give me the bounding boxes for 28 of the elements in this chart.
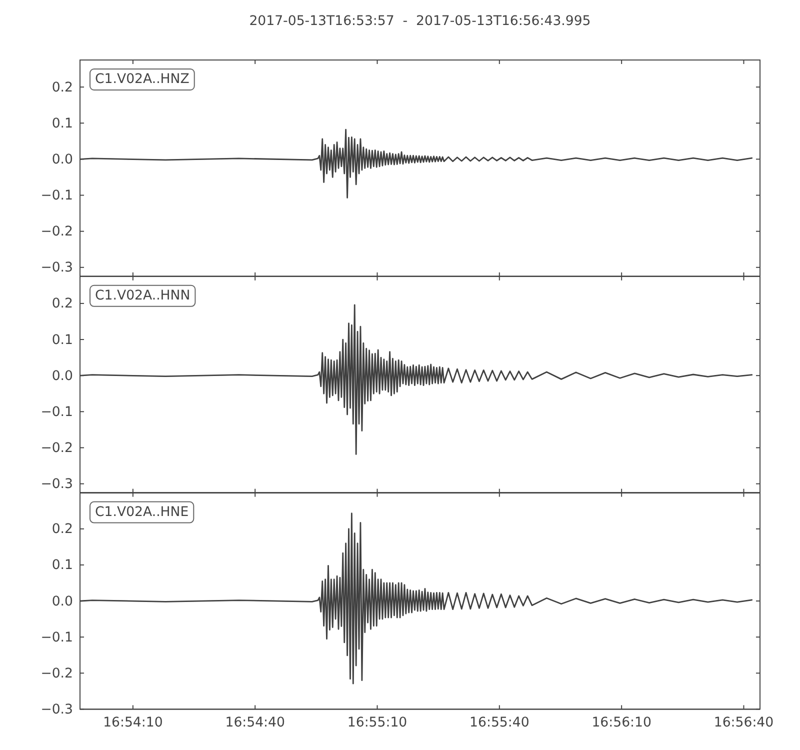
annotation: C1.V02A..HNE xyxy=(95,504,189,520)
y-tick-label: 0.1 xyxy=(52,558,73,574)
y-tick-label: −0.2 xyxy=(40,224,73,240)
y-tick-label: −0.2 xyxy=(40,440,73,456)
y-tick-label: 0.2 xyxy=(52,296,73,312)
y-tick-label: −0.2 xyxy=(40,666,73,682)
y-tick-label: 0.0 xyxy=(52,594,73,610)
x-tick-label: 16:56:10 xyxy=(592,716,652,731)
x-tick-label: 16:55:10 xyxy=(347,716,408,731)
x-tick-label: 16:54:40 xyxy=(225,716,285,731)
y-tick-label: 0.1 xyxy=(52,116,73,132)
annotation: C1.V02A..HNN xyxy=(95,288,190,304)
y-tick-label: −0.3 xyxy=(40,702,73,718)
y-tick-label: 0.2 xyxy=(52,80,73,96)
y-tick-label: −0.3 xyxy=(40,477,73,492)
x-tick-label: 16:56:40 xyxy=(714,716,774,731)
y-tick-label: −0.1 xyxy=(40,404,73,420)
x-tick-label: 16:54:10 xyxy=(103,716,163,731)
y-tick-label: −0.1 xyxy=(40,630,73,646)
annotation: C1.V02A..HNZ xyxy=(95,72,190,87)
y-tick-label: 0.1 xyxy=(52,332,73,348)
y-tick-label: 0.0 xyxy=(52,152,73,168)
chart-title: 2017-05-13T16:53:57 - 2017-05-13T16:56:43.995 xyxy=(249,14,591,29)
y-tick-label: 0.2 xyxy=(52,522,73,538)
x-tick-label: 16:55:40 xyxy=(470,716,530,731)
y-tick-label: 0.0 xyxy=(52,368,73,384)
y-tick-label: −0.1 xyxy=(40,188,73,204)
y-tick-label: −0.3 xyxy=(40,260,73,276)
